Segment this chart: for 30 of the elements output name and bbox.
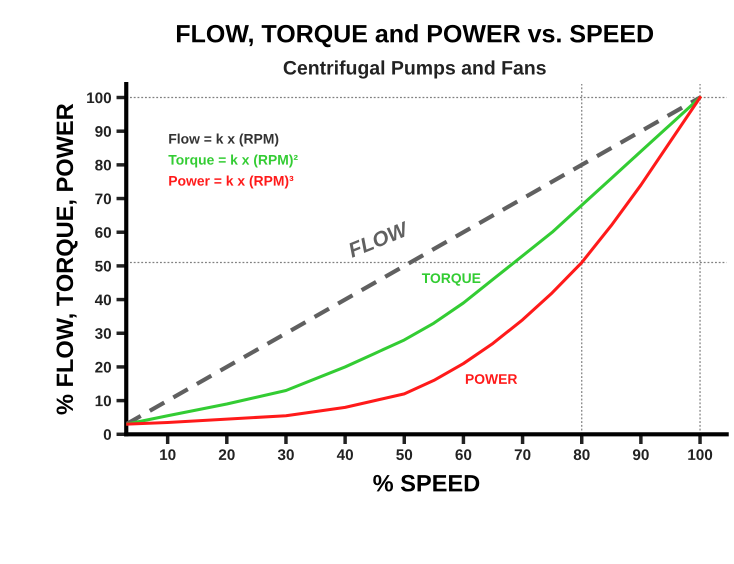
chart-subtitle: Centrifugal Pumps and Fans bbox=[284, 60, 546, 79]
series-label: POWER bbox=[466, 374, 518, 384]
y-tick-label: 70 bbox=[95, 193, 112, 204]
series-label: TORQUE bbox=[422, 273, 480, 286]
x-tick-label: 50 bbox=[396, 449, 412, 460]
annotation: Power = k x (RPM)³ bbox=[169, 176, 294, 188]
y-tick-label: 30 bbox=[95, 328, 112, 339]
x-tick-label: 100 bbox=[688, 449, 712, 460]
x-axis-title: % SPEED bbox=[373, 474, 480, 492]
annotation: Flow = k x (RPM) bbox=[169, 134, 278, 146]
y-tick-label: 50 bbox=[95, 260, 112, 272]
chart-title: FLOW, TORQUE and POWER vs. SPEED bbox=[176, 24, 654, 48]
y-tick-label: 0 bbox=[104, 429, 112, 440]
y-tick-label: 90 bbox=[95, 126, 112, 137]
y-tick-label: 10 bbox=[96, 395, 112, 406]
annotation: Torque = k x (RPM)² bbox=[168, 154, 298, 168]
y-tick-label: 80 bbox=[95, 160, 112, 171]
x-tick-label: 80 bbox=[574, 449, 590, 460]
x-tick-label: 10 bbox=[160, 449, 176, 460]
x-tick-label: 60 bbox=[455, 449, 472, 460]
x-tick-label: 20 bbox=[218, 449, 235, 460]
x-tick-label: 40 bbox=[336, 449, 353, 460]
y-tick-label: 40 bbox=[94, 294, 112, 306]
x-tick-label: 30 bbox=[278, 449, 294, 460]
x-tick-label: 90 bbox=[632, 449, 649, 460]
y-tick-label: 100 bbox=[87, 92, 112, 104]
y-axis-title: % FLOW, TORQUE, POWER bbox=[56, 104, 78, 414]
x-tick-label: 70 bbox=[514, 449, 530, 460]
y-tick-label: 60 bbox=[95, 227, 112, 238]
y-tick-label: 20 bbox=[95, 362, 112, 373]
